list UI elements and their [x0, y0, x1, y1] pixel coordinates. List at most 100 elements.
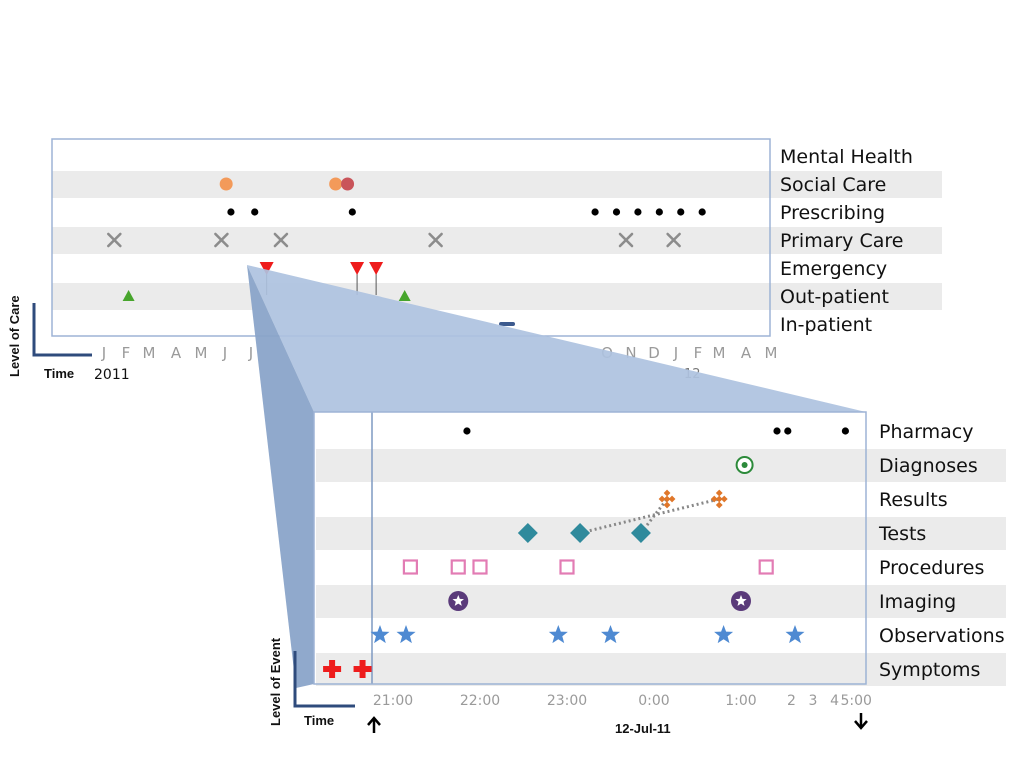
overview-month-tick: A — [171, 344, 182, 362]
detail-lane-label-observations: Observations — [879, 625, 1005, 647]
overview-month-tick: A — [741, 344, 752, 362]
detail-band-tests — [316, 517, 1006, 550]
overview-event-dot — [348, 208, 356, 216]
overview-event-triangle-up — [398, 290, 411, 301]
detail-lane-label-procedures: Procedures — [879, 557, 984, 579]
detail-event-star-circle — [448, 591, 469, 611]
overview-event-x — [428, 232, 443, 248]
detail-event-dot — [841, 427, 850, 435]
overview-event-x — [273, 232, 289, 248]
overview-lane-label-emergency: Emergency — [780, 258, 887, 280]
detail-event-diamond — [570, 523, 591, 543]
overview-event-x — [214, 232, 229, 248]
detail-time-tick: 21:00 — [373, 693, 413, 709]
detail-event-star — [548, 625, 568, 644]
overview-x-axis-title: Time — [44, 366, 74, 381]
detail-event-square — [450, 559, 466, 575]
overview-lane-label-mental-health: Mental Health — [780, 146, 913, 168]
overview-event-dot — [227, 208, 235, 216]
detail-link-line — [579, 497, 720, 535]
detail-event-dot — [463, 427, 471, 435]
detail-links — [579, 497, 720, 535]
detail-y-axis-title: Level of Event — [268, 637, 283, 726]
zoom-projection-top — [247, 265, 866, 412]
detail-lane-label-diagnoses: Diagnoses — [879, 455, 978, 477]
overview-lane-label-in-patient: In-patient — [780, 314, 872, 336]
detail-event-ring — [735, 456, 754, 474]
detail-time-tick: 23:00 — [547, 693, 587, 709]
overview-event-circle-rust — [341, 177, 355, 191]
overview-month-tick: M — [195, 344, 208, 362]
detail-lane-label-tests: Tests — [878, 523, 926, 545]
detail-event-cluster — [658, 489, 676, 509]
detail-time-tick: 5:00 — [840, 693, 871, 709]
detail-time-tick: 2 — [787, 693, 796, 709]
detail-lane-bands — [316, 449, 1006, 686]
overview-month-tick: J — [101, 344, 106, 362]
overview-event-dot — [591, 208, 599, 216]
detail-event-diamond — [630, 523, 651, 543]
window-end-arrow-icon — [854, 713, 868, 730]
overview-band-social-care — [52, 171, 942, 198]
detail-time-ticks: 21:00 22:00 23:00 0:00 1:00 2 3 4 5:00 — [373, 693, 872, 709]
detail-event-star — [370, 625, 390, 644]
detail-event-square — [559, 559, 575, 575]
detail-x-axis-title: Time — [304, 713, 334, 728]
detail-events — [323, 427, 850, 678]
overview-month-tick: M — [143, 344, 156, 362]
detail-band-diagnoses — [316, 449, 1006, 482]
overview-year-label: 2011 — [94, 367, 130, 383]
overview-month-tick: J — [248, 344, 253, 362]
overview-month-tick: J — [222, 344, 227, 362]
detail-event-cluster — [710, 489, 728, 509]
overview-lane-label-social-care: Social Care — [780, 174, 886, 196]
overview-event-dot — [251, 208, 259, 216]
detail-time-tick: 4 — [830, 693, 839, 709]
overview-month-tick: J — [673, 344, 678, 362]
detail-time-tick: 0:00 — [638, 693, 669, 709]
overview-lane-label-prescribing: Prescribing — [780, 202, 885, 224]
detail-event-square — [758, 559, 774, 575]
detail-event-star — [396, 625, 416, 644]
detail-event-dot — [784, 427, 792, 435]
detail-event-cross — [353, 660, 372, 678]
detail-link-line — [639, 498, 669, 534]
overview-event-dot — [698, 208, 706, 216]
detail-event-diamond — [517, 523, 538, 543]
overview-month-tick: M — [765, 344, 778, 362]
detail-date-label: 12-Jul-11 — [615, 721, 671, 736]
detail-event-square — [472, 559, 488, 575]
overview-event-circle-orange — [219, 177, 233, 191]
detail-axis-arrow — [293, 651, 355, 708]
detail-lane-label-results: Results — [879, 489, 948, 511]
detail-event-star — [601, 625, 620, 644]
overview-lane-bands — [52, 171, 942, 310]
overview-event-triangle-down — [350, 262, 365, 295]
detail-lane-label-pharmacy: Pharmacy — [879, 421, 973, 443]
overview-event-dot — [634, 208, 642, 216]
overview-event-triangle-down — [369, 262, 384, 295]
detail-lane-label-imaging: Imaging — [879, 591, 956, 613]
detail-band-imaging — [316, 585, 1006, 618]
detail-frame — [313, 411, 867, 685]
overview-event-dot — [677, 208, 685, 216]
overview-axis-arrow — [32, 303, 92, 357]
detail-event-cross — [323, 660, 342, 678]
overview-events — [107, 177, 706, 326]
overview-month-tick: F — [694, 344, 703, 362]
overview-event-x — [107, 232, 122, 248]
overview-band-primary-care — [52, 227, 942, 254]
overview-lane-labels: Mental Health Social Care Prescribing Prima… — [780, 146, 913, 336]
overview-event-x — [666, 232, 681, 248]
overview-event-dot — [612, 208, 621, 216]
detail-event-star — [785, 625, 805, 644]
detail-time-tick: 1:00 — [725, 693, 756, 709]
overview-event-circle-orange — [329, 177, 343, 191]
detail-event-square — [402, 559, 418, 575]
overview-y-axis-title: Level of Care — [7, 295, 22, 377]
detail-event-dot — [773, 427, 781, 435]
overview-month-tick: D — [648, 344, 660, 362]
window-start-arrow-icon — [367, 716, 381, 733]
detail-time-tick: 22:00 — [460, 693, 500, 709]
